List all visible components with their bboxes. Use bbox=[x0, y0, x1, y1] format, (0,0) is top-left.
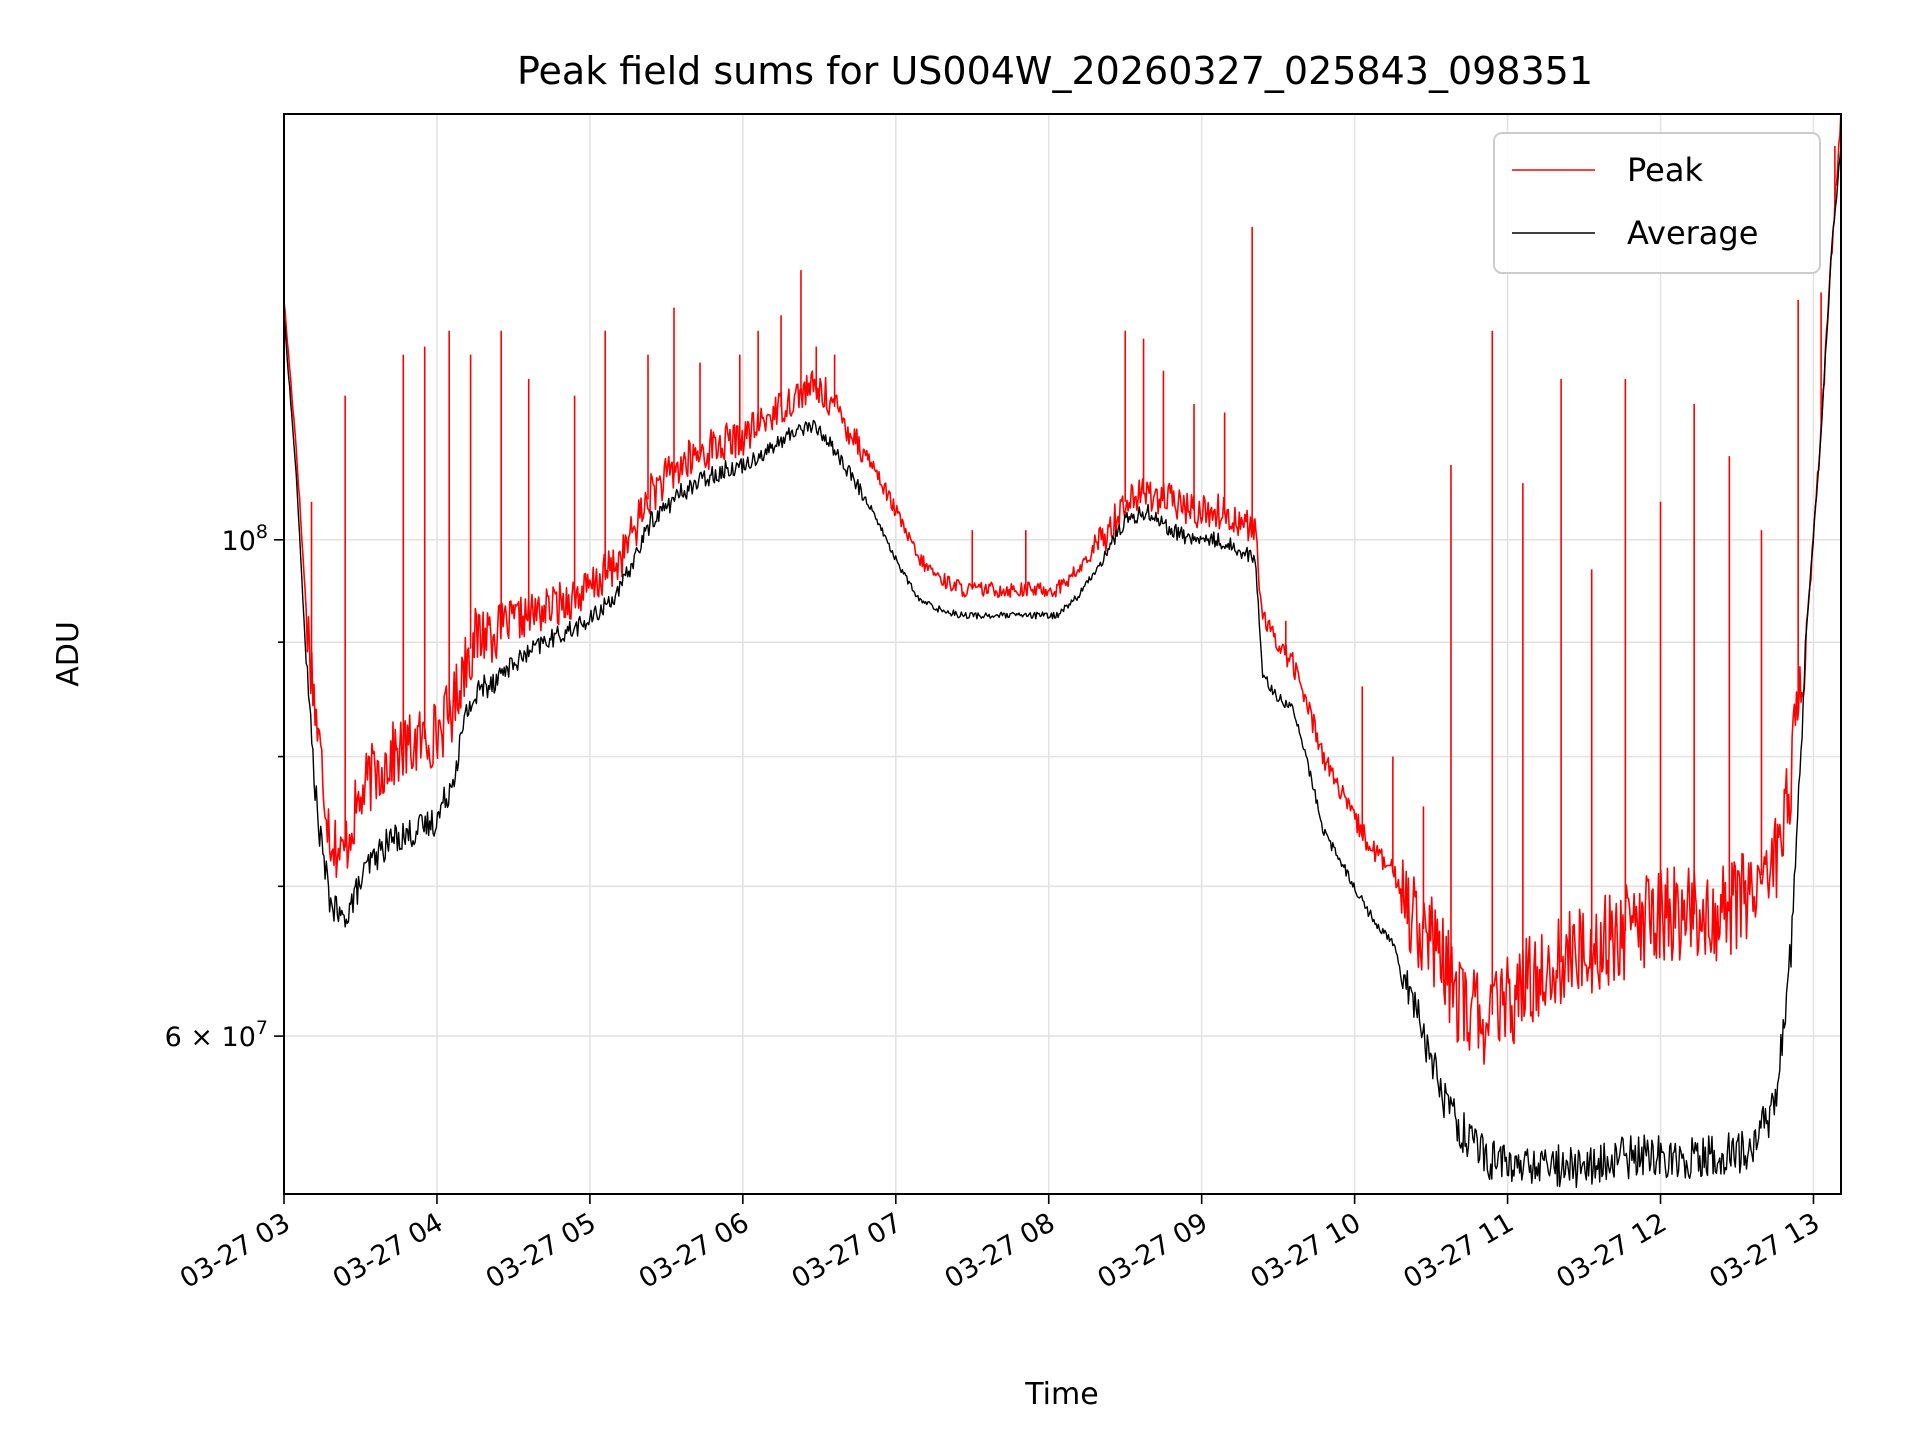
legend-label-average: Average bbox=[1627, 214, 1758, 252]
x-axis-label: Time bbox=[1024, 1377, 1098, 1412]
series-line-average bbox=[284, 147, 1841, 1189]
legend: Peak Average bbox=[1493, 132, 1821, 274]
y-axis-label: ADU bbox=[51, 621, 86, 687]
y-axis: 108 6 × 107 bbox=[165, 521, 284, 1053]
legend-box bbox=[1493, 132, 1821, 274]
plot-area bbox=[284, 114, 1841, 1189]
plot-frame bbox=[283, 113, 1842, 1195]
y-tick-label: 108 bbox=[222, 521, 268, 557]
series-line-peak bbox=[284, 114, 1841, 1065]
chart-title: Peak field sums for US004W_20260327_0258… bbox=[517, 49, 1593, 93]
legend-label-peak: Peak bbox=[1627, 151, 1703, 189]
y-tick-label: 6 × 107 bbox=[165, 1017, 268, 1053]
